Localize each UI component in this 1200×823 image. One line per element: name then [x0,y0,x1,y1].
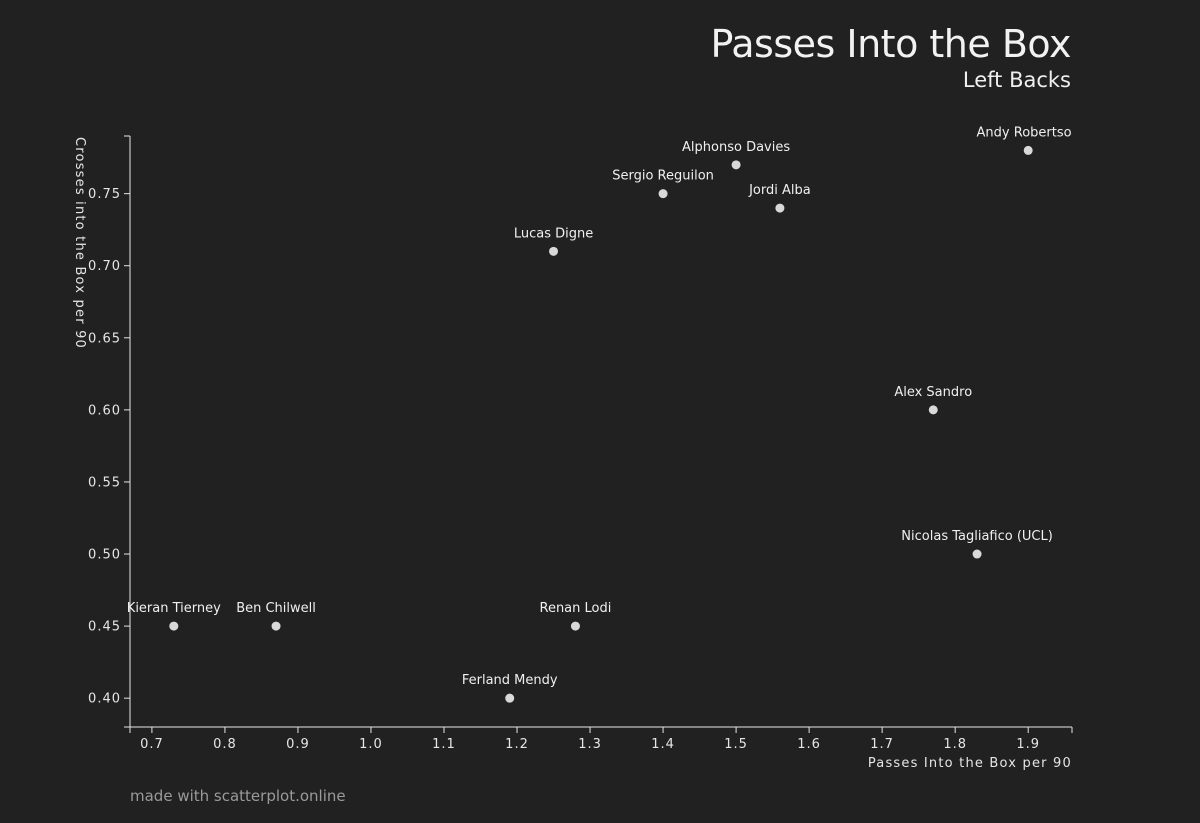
chart-subtitle: Left Backs [962,68,1071,92]
x-tick-label: 1.4 [651,737,675,752]
point-label: Andy Robertson [977,125,1080,140]
point-label: Alphonso Davies [682,140,790,155]
x-tick-label: 0.7 [140,737,164,752]
x-tick-label: 0.8 [213,737,237,752]
point-marker[interactable] [271,621,281,631]
x-tick-label: 1.0 [359,737,383,752]
x-tick-label: 1.1 [432,737,456,752]
point-marker[interactable] [1023,145,1033,155]
point-label: Jordi Alba [748,183,811,198]
point-label: Ben Chilwell [236,601,316,616]
data-point[interactable]: Jordi Alba [748,183,811,213]
x-tick-label: 0.9 [286,737,310,752]
point-marker[interactable] [505,693,515,703]
data-point[interactable]: Sergio Reguilon [612,169,714,199]
x-tick-label: 1.7 [870,737,894,752]
y-axis-title: Crosses into the Box per 90 [72,137,87,349]
y-tick-label: 0.65 [88,331,121,346]
data-point[interactable]: Ferland Mendy [462,673,558,703]
data-point[interactable]: Alex Sandro [894,385,972,415]
point-label: Sergio Reguilon [612,169,714,184]
point-marker[interactable] [549,246,559,256]
y-tick-label: 0.50 [88,548,121,563]
y-tick-label: 0.40 [88,692,121,707]
data-points: Andy Robertson Alphonso Davies Sergio Regu… [127,125,1080,703]
point-label: Nicolas Tagliafico (UCL) [901,529,1053,544]
y-tick-label: 0.45 [88,620,121,635]
data-point[interactable]: Ben Chilwell [236,601,316,631]
data-point[interactable]: Alphonso Davies [682,140,790,170]
y-tick-label: 0.75 [88,187,121,202]
point-label: Renan Lodi [540,601,612,616]
point-marker[interactable] [658,189,668,199]
point-label: Lucas Digne [514,226,593,241]
chart-title: Passes Into the Box [710,22,1072,66]
point-marker[interactable] [928,405,938,415]
point-label: Kieran Tierney [127,601,221,616]
x-tick-label: 1.8 [943,737,967,752]
x-axis-title: Passes Into the Box per 90 [868,756,1072,771]
x-tick-label: 1.2 [505,737,529,752]
data-point[interactable]: Kieran Tierney [127,601,221,631]
data-point[interactable]: Renan Lodi [540,601,612,631]
y-tick-label: 0.60 [88,403,121,418]
point-label: Ferland Mendy [462,673,558,688]
data-point[interactable]: Andy Robertson [977,125,1080,155]
x-axis: 0.7 0.8 0.9 1.0 1.1 1.2 1.3 1.4 1.5 1.6 1.7 1.8 1.9 [129,726,1073,752]
x-tick-label: 1.6 [797,737,821,752]
point-marker[interactable] [169,621,179,631]
footer-credit[interactable]: made with scatterplot.online [130,787,346,805]
data-point[interactable]: Lucas Digne [514,226,593,256]
x-tick-label: 1.3 [578,737,602,752]
y-axis: 0.40 0.45 0.50 0.55 0.60 0.65 0.70 0.75 [88,135,131,728]
y-tick-label: 0.70 [88,259,121,274]
y-tick-label: 0.55 [88,475,121,490]
x-tick-label: 1.9 [1016,737,1040,752]
point-label: Alex Sandro [894,385,972,400]
x-tick-label: 1.5 [724,737,748,752]
data-point[interactable]: Nicolas Tagliafico (UCL) [901,529,1053,559]
point-marker[interactable] [972,549,982,559]
point-marker[interactable] [775,203,785,213]
point-marker[interactable] [570,621,580,631]
point-marker[interactable] [731,160,741,170]
